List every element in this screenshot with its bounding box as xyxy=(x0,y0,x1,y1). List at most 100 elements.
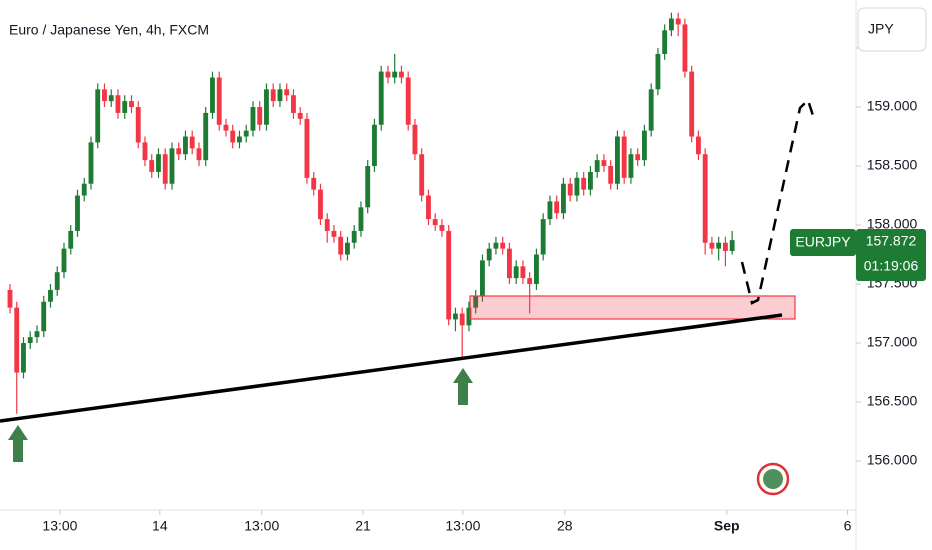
candle-body xyxy=(183,136,188,155)
candle-body xyxy=(574,177,580,196)
drawings xyxy=(0,97,817,496)
candle-body xyxy=(277,89,283,102)
symbol-tag xyxy=(790,229,856,256)
candle-body xyxy=(722,242,728,251)
candle-body xyxy=(75,195,80,231)
trend-line xyxy=(0,313,783,423)
candle-body xyxy=(716,242,722,249)
x-tick-label: 13:00 xyxy=(42,518,77,534)
candle-body xyxy=(264,89,269,125)
candle-body xyxy=(513,266,519,279)
forecast-path xyxy=(740,97,817,305)
candle-body xyxy=(702,154,708,243)
candle-body xyxy=(102,89,107,102)
candle-body xyxy=(527,278,533,285)
candle-body xyxy=(250,107,256,131)
candle-body xyxy=(601,160,607,167)
candle-body xyxy=(68,230,74,249)
demand-zone xyxy=(469,295,796,320)
candle-body xyxy=(621,136,627,178)
candle-body xyxy=(149,160,155,172)
y-tick-label: 158.500 xyxy=(867,157,918,173)
candle-body xyxy=(311,177,317,190)
candle-body xyxy=(216,77,222,125)
candle-body xyxy=(210,77,215,113)
candles xyxy=(7,12,735,414)
candle-body xyxy=(34,331,40,338)
candle-body xyxy=(223,124,229,131)
candle-body xyxy=(547,201,553,220)
candle-body xyxy=(48,289,53,302)
currency-label[interactable]: JPY xyxy=(868,21,894,37)
candle-body xyxy=(695,136,701,155)
candle-body xyxy=(135,107,141,143)
candle-body xyxy=(318,189,323,220)
candle-body xyxy=(237,136,242,143)
chart-title: Euro / Japanese Yen, 4h, FXCM xyxy=(9,22,209,38)
candle-body xyxy=(520,266,526,279)
candle-body xyxy=(196,148,202,161)
candle-body xyxy=(587,171,593,190)
candle-body xyxy=(581,177,587,190)
candle-body xyxy=(648,89,654,131)
candle-body xyxy=(432,219,438,226)
candle-body xyxy=(534,254,539,285)
candle-body xyxy=(189,136,195,149)
x-tick-label: Sep xyxy=(714,518,740,534)
candle-body xyxy=(304,118,310,178)
candle-body xyxy=(156,154,161,172)
x-tick-label: 28 xyxy=(557,518,573,534)
candle-body xyxy=(594,160,600,172)
candle-body xyxy=(331,230,337,237)
last-price: 157.872 xyxy=(866,233,917,249)
candle-body xyxy=(41,301,47,332)
x-tick-label: 13:00 xyxy=(445,518,480,534)
y-tick-label: 158.000 xyxy=(867,216,918,232)
currency-button[interactable] xyxy=(857,7,927,52)
candle-body xyxy=(61,248,67,273)
candle-body xyxy=(682,24,688,72)
symbol-label: EURJPY xyxy=(795,234,851,250)
candle-body xyxy=(345,242,350,255)
candle-body xyxy=(628,154,634,178)
candle-body xyxy=(426,195,431,220)
candle-body xyxy=(507,248,512,279)
candle-body xyxy=(480,260,485,296)
candle-body xyxy=(270,89,276,102)
candle-body xyxy=(14,307,20,373)
icon[interactable] xyxy=(763,469,783,489)
candle-body xyxy=(358,207,364,231)
y-tick-label: 156.500 xyxy=(867,393,918,409)
candle-body xyxy=(662,30,668,54)
candle-body xyxy=(297,112,303,119)
candle-body xyxy=(486,248,492,261)
candle-body xyxy=(27,337,33,344)
candle-body xyxy=(7,289,13,308)
candle-body xyxy=(689,71,695,137)
y-tick-label: 159.000 xyxy=(867,98,918,114)
candle-body xyxy=(243,130,249,137)
candle-body xyxy=(338,236,344,255)
candle-body xyxy=(169,148,175,184)
up-arrow xyxy=(8,425,28,462)
candle-body xyxy=(614,136,620,184)
candle-body xyxy=(378,71,384,125)
y-tick-label: 157.000 xyxy=(867,334,918,350)
candle-body xyxy=(372,124,377,167)
candle-body xyxy=(108,95,114,102)
candle-body xyxy=(641,130,647,161)
candle-body xyxy=(230,130,236,143)
candle-body xyxy=(115,95,121,113)
candle-body xyxy=(439,225,445,231)
candle-body xyxy=(540,219,546,255)
candle-body xyxy=(567,183,573,196)
candle-body xyxy=(122,101,128,113)
candle-body xyxy=(412,124,418,155)
candle-body xyxy=(291,95,296,113)
candle-body xyxy=(162,154,168,184)
candle-body xyxy=(284,89,290,96)
candle-body xyxy=(176,148,182,155)
candle-body xyxy=(500,242,506,249)
candle-body xyxy=(81,183,87,196)
candle-body xyxy=(446,230,452,320)
